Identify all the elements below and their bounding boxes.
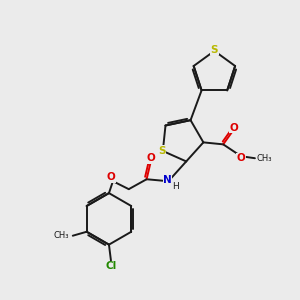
Text: H: H [172,182,179,191]
Text: CH₃: CH₃ [257,154,272,163]
Text: O: O [237,153,245,163]
Text: Cl: Cl [105,261,117,272]
Text: N: N [163,175,172,185]
Text: CH₃: CH₃ [53,231,69,240]
Text: S: S [211,45,218,55]
Text: O: O [106,172,115,182]
Text: O: O [146,153,155,164]
Text: O: O [230,122,239,133]
Text: S: S [158,146,166,156]
